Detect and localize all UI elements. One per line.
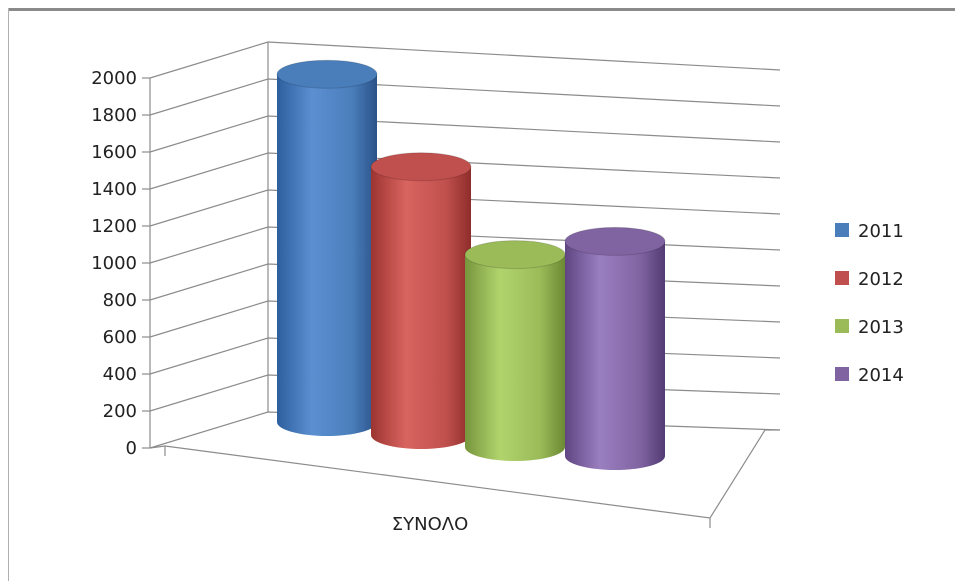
frame-left-border — [8, 8, 9, 581]
bar-body — [465, 254, 565, 461]
legend-label: 2013 — [858, 317, 904, 338]
y-tick-label: 2000 — [91, 68, 137, 89]
y-tick-label: 200 — [103, 401, 137, 422]
gridline — [149, 41, 781, 79]
bar-body — [371, 166, 471, 449]
gridline — [149, 78, 781, 116]
legend-label: 2012 — [858, 269, 904, 290]
bar-top — [370, 152, 472, 182]
bar-2013 — [464, 240, 566, 461]
legend-swatch — [835, 367, 849, 381]
legend-label: 2011 — [858, 221, 904, 242]
y-tick-label: 1400 — [91, 179, 137, 200]
legend-swatch — [835, 223, 849, 237]
bar-top — [276, 59, 378, 89]
y-tick-label: 1200 — [91, 216, 137, 237]
legend-label: 2014 — [858, 365, 904, 386]
y-tick-label: 600 — [103, 327, 137, 348]
legend-swatch — [835, 271, 849, 285]
frame-top-border — [8, 8, 955, 11]
bar-body — [565, 241, 665, 470]
legend: 2011 2012 2013 2014 — [835, 221, 904, 386]
y-tick-label: 1000 — [91, 253, 137, 274]
legend-swatch — [835, 319, 849, 333]
bar-top — [464, 240, 566, 270]
y-tick-label: 0 — [126, 438, 137, 459]
y-tick-label: 800 — [103, 290, 137, 311]
gridline — [149, 115, 781, 153]
x-axis-category-label: ΣΥΝΟΛΟ — [392, 514, 468, 535]
bar-2014 — [564, 226, 666, 470]
chart-bars — [276, 59, 666, 470]
bar-body — [277, 74, 377, 436]
y-axis-tick-labels: 0 200 400 600 800 1000 1200 1400 1600 1800 2000 — [91, 68, 137, 459]
y-tick-label: 1600 — [91, 142, 137, 163]
bar-top — [564, 226, 666, 256]
y-tick-label: 400 — [103, 364, 137, 385]
y-tick-label: 1800 — [91, 105, 137, 126]
bar-2011 — [276, 59, 378, 436]
bar-2012 — [370, 152, 472, 449]
